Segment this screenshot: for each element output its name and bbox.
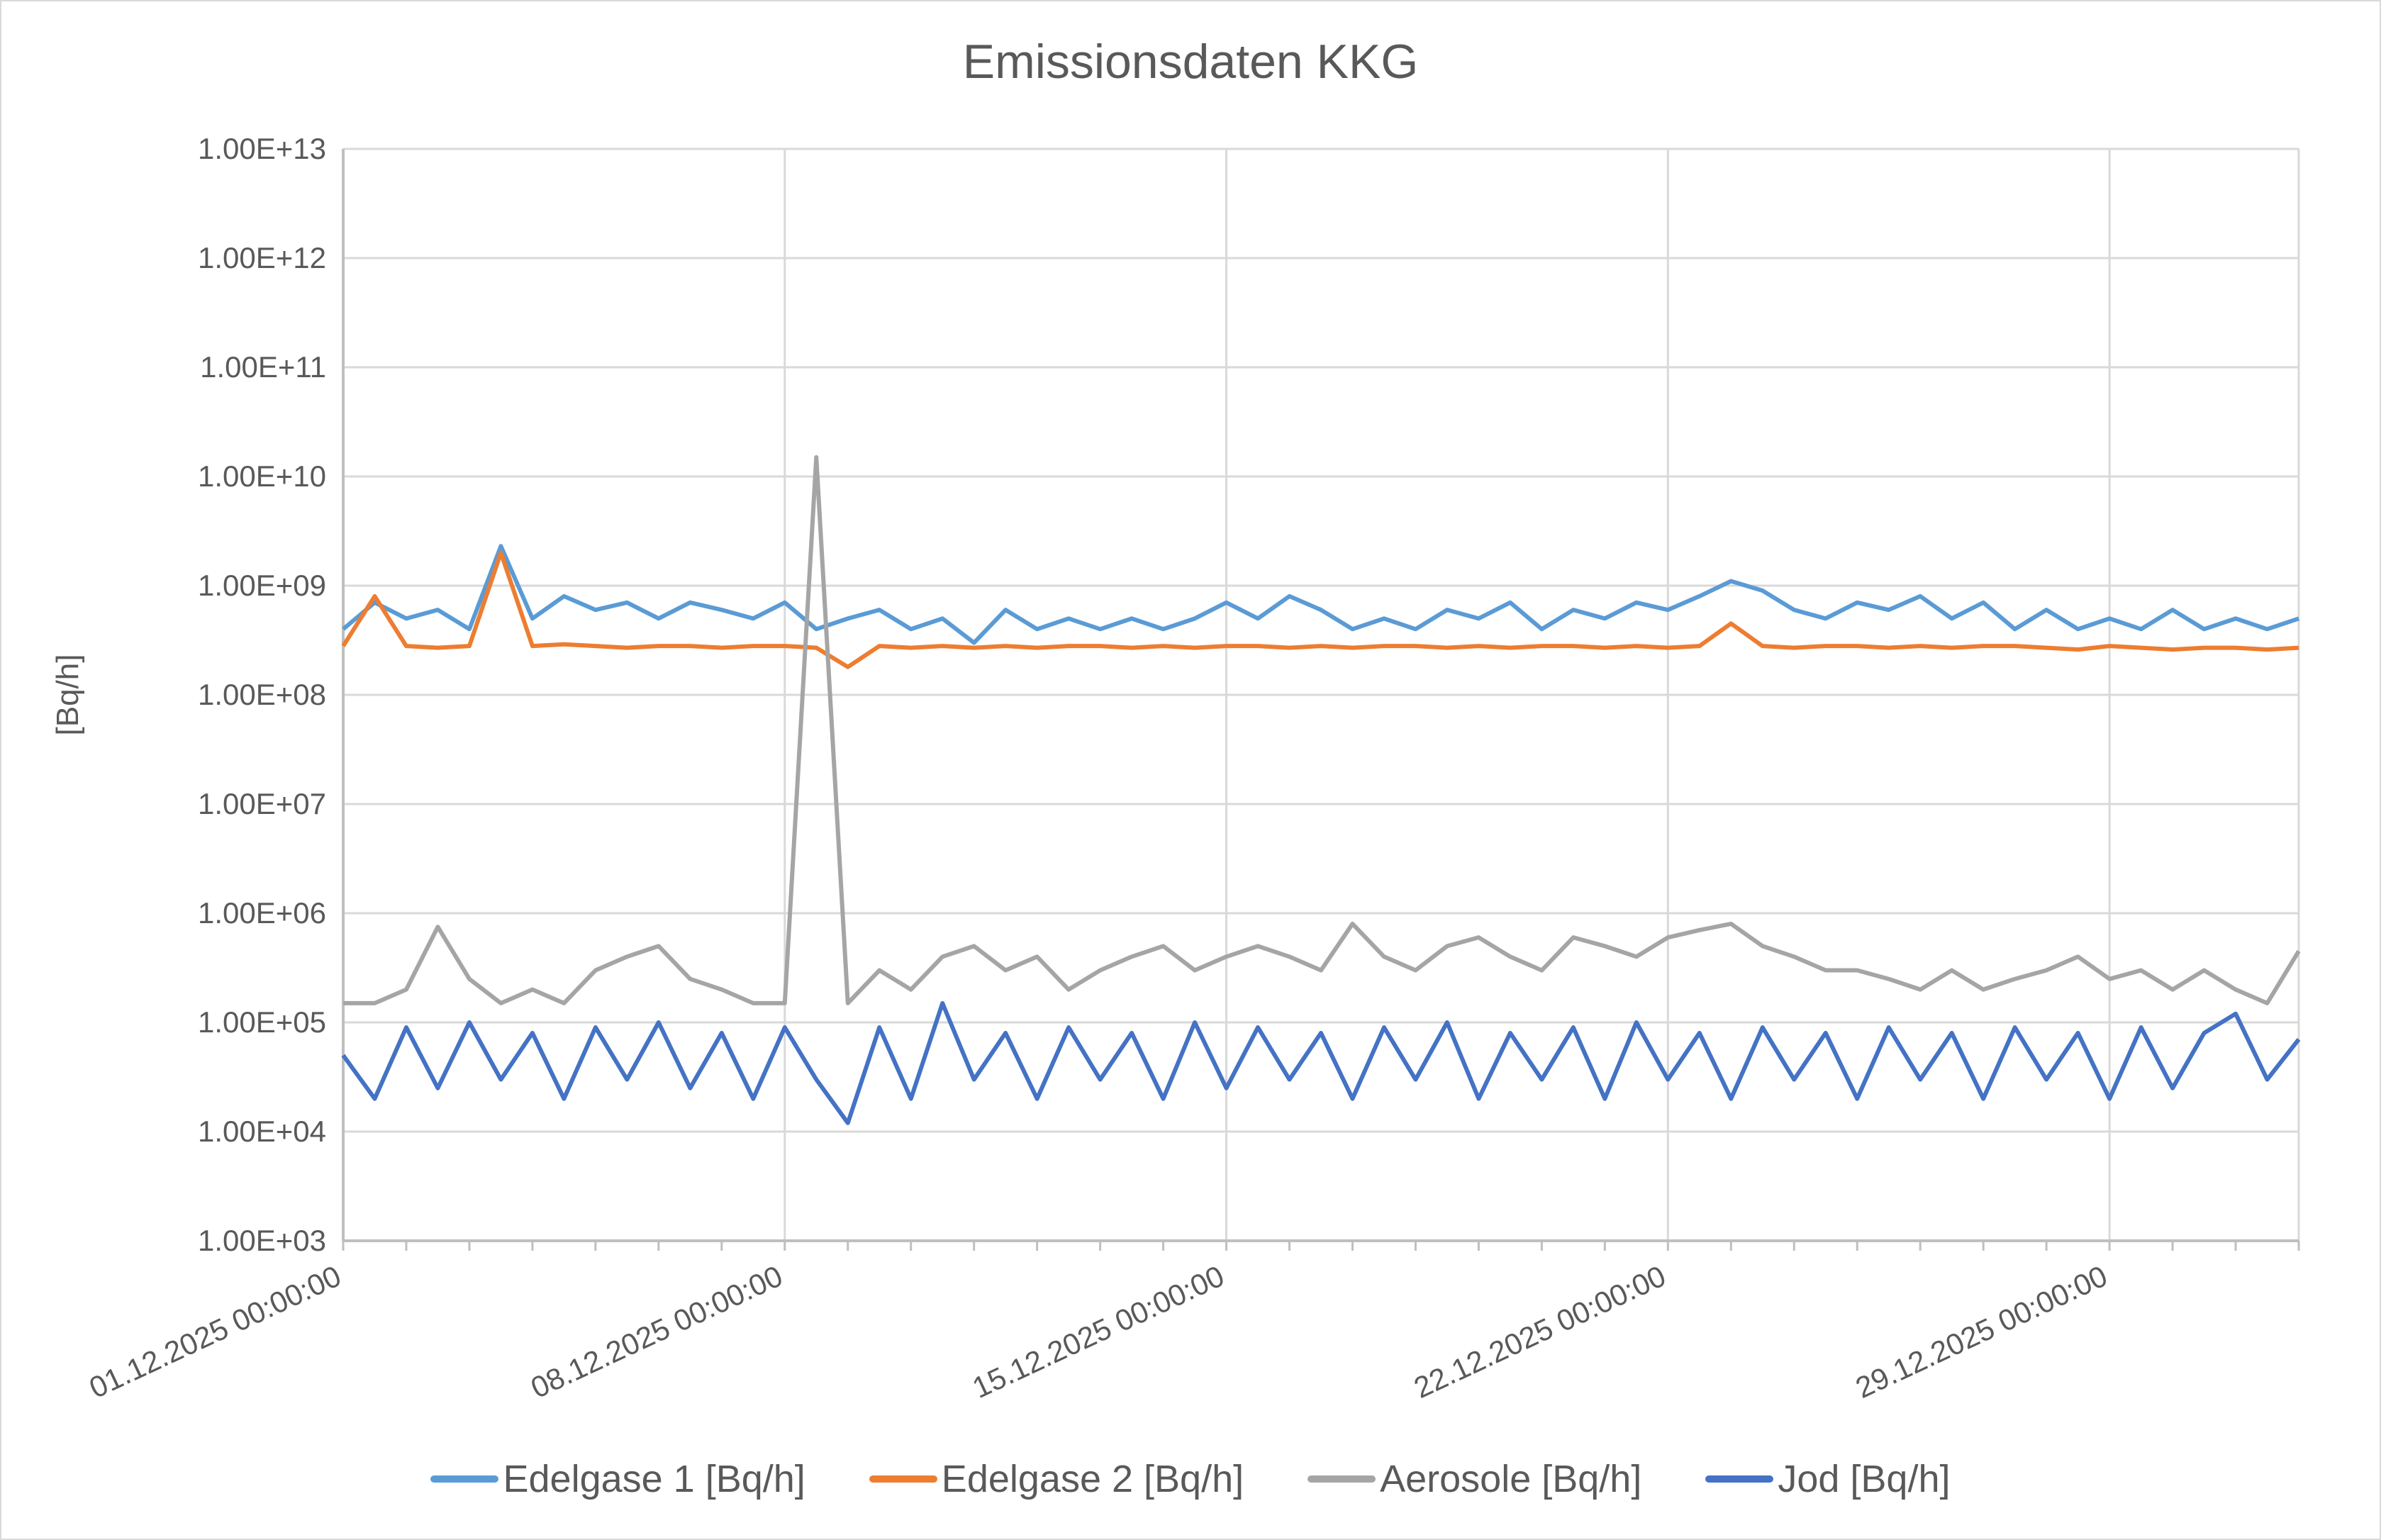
legend-swatch	[1705, 1475, 1774, 1483]
legend-item: Edelgase 1 [Bq/h]	[430, 1457, 805, 1501]
series-line	[341, 1000, 2301, 1125]
series-3	[341, 1000, 2301, 1125]
legend-label: Aerosole [Bq/h]	[1380, 1458, 1642, 1500]
y-tick-label: 1.00E+04	[198, 1115, 326, 1148]
x-tick-label: 08.12.2025 00:00:00	[525, 1259, 787, 1405]
legend-item: Jod [Bq/h]	[1705, 1457, 1951, 1501]
series-0	[342, 544, 2299, 645]
y-tick-label: 1.00E+07	[198, 787, 326, 820]
legend-swatch	[430, 1475, 499, 1483]
legend-item: Edelgase 2 [Bq/h]	[869, 1457, 1244, 1501]
chart-title: Emissionsdaten KKG	[962, 35, 1419, 89]
x-tick-label: 15.12.2025 00:00:00	[967, 1259, 1229, 1405]
y-tick-label: 1.00E+03	[198, 1224, 326, 1257]
y-tick-label: 1.00E+09	[198, 569, 326, 602]
series-line	[342, 544, 2299, 645]
x-tick-label: 01.12.2025 00:00:00	[84, 1259, 346, 1405]
series-line	[343, 454, 2301, 1005]
y-tick-label: 1.00E+05	[198, 1005, 326, 1039]
series-2	[342, 454, 2301, 1005]
x-tick-label: 22.12.2025 00:00:00	[1409, 1259, 1671, 1405]
y-tick-label: 1.00E+08	[198, 678, 326, 711]
y-tick-label: 1.00E+10	[198, 459, 326, 493]
y-tick-label: 1.00E+12	[198, 241, 326, 274]
legend-item: Aerosole [Bq/h]	[1307, 1457, 1641, 1501]
series-1	[341, 550, 2299, 669]
y-tick-label: 1.00E+13	[198, 132, 326, 165]
legend-label: Jod [Bq/h]	[1778, 1458, 1951, 1500]
y-tick-label: 1.00E+06	[198, 896, 326, 930]
legend-swatch	[1307, 1475, 1376, 1483]
legend-label: Edelgase 1 [Bq/h]	[503, 1458, 805, 1500]
legend-label: Edelgase 2 [Bq/h]	[941, 1458, 1244, 1500]
legend-swatch	[869, 1475, 937, 1483]
y-tick-label: 1.00E+11	[200, 350, 326, 384]
legend: Edelgase 1 [Bq/h] Edelgase 2 [Bq/h] Aeroso…	[0, 1457, 2381, 1501]
x-tick-label: 29.12.2025 00:00:00	[1851, 1259, 2112, 1405]
